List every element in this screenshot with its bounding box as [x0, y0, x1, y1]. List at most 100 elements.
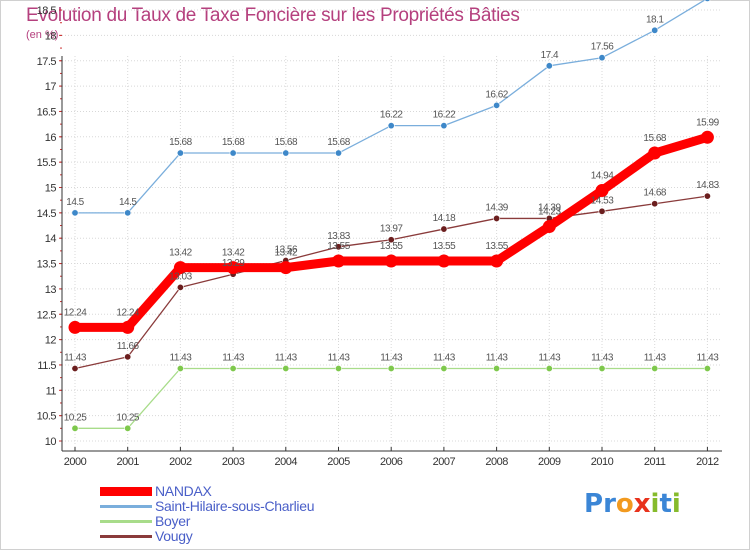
- data-label-boyer: 11.43: [486, 352, 509, 363]
- data-point-boyer: [598, 364, 606, 372]
- data-label-saint-hilaire-sous-charlieu: 17.4: [541, 50, 559, 61]
- legend-item-boyer: Boyer: [100, 514, 314, 529]
- data-point-boyer: [71, 424, 79, 432]
- data-point-boyer: [387, 364, 395, 372]
- data-label-vougy: 13.83: [327, 231, 350, 242]
- y-tick-label: 11.5: [37, 360, 56, 372]
- legend-swatch-boyer: [100, 520, 152, 523]
- legend-item-saint-hilaire: Saint-Hilaire-sous-Charlieu: [100, 499, 314, 514]
- axes: [59, 9, 722, 452]
- data-labels: 12.24 12.24 13.42 13.42 13.42 13.55 13.55 13.55…: [64, 14, 720, 423]
- y-tick-label: 13: [45, 284, 57, 296]
- data-point-nandax: [226, 261, 240, 275]
- data-label-boyer: 11.43: [591, 352, 614, 363]
- data-point-saint-hilaire-sous-charlieu: [545, 62, 553, 70]
- x-tick-label: 2002: [169, 456, 192, 468]
- data-label-boyer: 11.43: [697, 352, 720, 363]
- data-point-boyer: [282, 364, 290, 372]
- legend-swatch-saint-hilaire: [100, 505, 152, 508]
- data-label-nandax: 13.55: [433, 241, 456, 252]
- data-point-vougy: [703, 192, 711, 200]
- data-point-saint-hilaire-sous-charlieu: [229, 149, 237, 157]
- x-tick-label: 2000: [64, 456, 87, 468]
- data-label-vougy: 13.03: [169, 271, 192, 282]
- logo-letter: i: [671, 489, 681, 519]
- data-label-boyer: 11.43: [222, 352, 245, 363]
- data-label-vougy: 11.66: [117, 341, 140, 352]
- data-point-vougy: [651, 200, 659, 208]
- data-point-saint-hilaire-sous-charlieu: [651, 26, 659, 34]
- data-point-saint-hilaire-sous-charlieu: [334, 149, 342, 157]
- data-point-nandax: [490, 254, 504, 268]
- x-tick-label: 2009: [538, 456, 561, 468]
- y-tick-label: 16: [45, 132, 57, 144]
- data-label-nandax: 14.94: [591, 171, 614, 182]
- data-point-nandax: [68, 320, 82, 334]
- y-tick-labels: 10 10.5 11 11.5 12 12.5 13 13.5 14 14.5 15 15.5 16 16…: [37, 5, 57, 448]
- data-point-nandax: [279, 261, 293, 275]
- data-label-saint-hilaire-sous-charlieu: 15.68: [169, 137, 192, 148]
- data-point-nandax: [173, 261, 187, 275]
- series-group: [68, 0, 714, 432]
- data-point-vougy: [71, 364, 79, 372]
- data-point-saint-hilaire-sous-charlieu: [71, 209, 79, 217]
- y-tick-label: 14: [45, 233, 57, 245]
- data-label-saint-hilaire-sous-charlieu: 17.56: [591, 42, 614, 53]
- data-label-vougy: 14.83: [696, 180, 719, 191]
- legend-swatch-vougy: [100, 535, 152, 538]
- legend-item-vougy: Vougy: [100, 529, 314, 544]
- data-label-saint-hilaire-sous-charlieu: 16.62: [485, 89, 508, 100]
- data-label-boyer: 11.43: [275, 352, 298, 363]
- data-point-nandax: [648, 146, 662, 160]
- data-point-nandax: [437, 254, 451, 268]
- data-label-vougy: 13.97: [380, 224, 403, 235]
- data-label-boyer: 10.25: [64, 412, 87, 423]
- data-label-vougy: 14.39: [485, 202, 508, 213]
- data-label-saint-hilaire-sous-charlieu: 16.22: [380, 110, 403, 121]
- data-label-boyer: 11.43: [328, 352, 351, 363]
- y-tick-label: 15: [45, 183, 57, 195]
- data-point-nandax: [542, 220, 556, 234]
- logo-letter: r: [603, 489, 616, 519]
- data-label-saint-hilaire-sous-charlieu: 15.68: [222, 137, 245, 148]
- data-label-nandax: 13.55: [327, 241, 350, 252]
- legend-label-vougy: Vougy: [155, 528, 193, 544]
- data-label-nandax: 15.68: [643, 133, 666, 144]
- x-tick-labels: 2000 2001 2002 2003 2004 2005 2006 2007 2008 2009…: [64, 456, 720, 468]
- y-tick-label: 11: [46, 385, 57, 397]
- x-tick-label: 2010: [591, 456, 614, 468]
- data-label-vougy: 11.43: [64, 352, 87, 363]
- legend-label-saint-hilaire: Saint-Hilaire-sous-Charlieu: [155, 498, 315, 514]
- data-label-boyer: 11.43: [644, 352, 667, 363]
- data-label-vougy: 13.29: [222, 258, 245, 269]
- data-label-vougy: 14.18: [433, 213, 456, 224]
- data-point-boyer: [651, 364, 659, 372]
- data-label-nandax: 12.24: [116, 307, 139, 318]
- data-point-vougy: [440, 225, 448, 233]
- data-label-saint-hilaire-sous-charlieu: 15.68: [275, 137, 298, 148]
- y-tick-label: 18: [45, 30, 57, 42]
- logo-letter: P: [584, 489, 604, 519]
- data-label-boyer: 11.43: [380, 352, 403, 363]
- y-tick-label: 12: [45, 335, 57, 347]
- data-point-saint-hilaire-sous-charlieu: [598, 54, 606, 62]
- y-tick-label: 10.5: [37, 411, 57, 423]
- data-point-nandax: [700, 130, 714, 144]
- data-point-boyer: [440, 364, 448, 372]
- data-label-nandax: 13.42: [275, 248, 298, 259]
- data-point-vougy: [387, 236, 395, 244]
- data-point-boyer: [545, 364, 553, 372]
- logo-letter: t: [659, 489, 672, 519]
- y-tick-label: 17: [45, 81, 57, 93]
- data-label-nandax: 13.55: [485, 241, 508, 252]
- y-tick-label: 17.5: [37, 56, 57, 68]
- data-label-vougy: 14.68: [643, 188, 666, 199]
- data-label-nandax: 14.23: [538, 207, 561, 218]
- y-tick-label: 13.5: [37, 259, 57, 271]
- data-point-vougy: [124, 353, 132, 361]
- data-point-vougy: [176, 283, 184, 291]
- data-point-nandax: [595, 184, 609, 198]
- data-point-boyer: [229, 364, 237, 372]
- y-tick-label: 16.5: [37, 106, 57, 118]
- y-tick-label: 18.5: [37, 5, 57, 17]
